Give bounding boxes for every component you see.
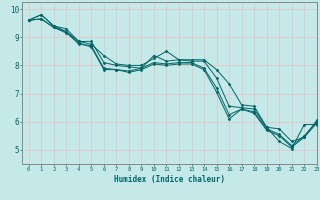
X-axis label: Humidex (Indice chaleur): Humidex (Indice chaleur) [114,175,225,184]
